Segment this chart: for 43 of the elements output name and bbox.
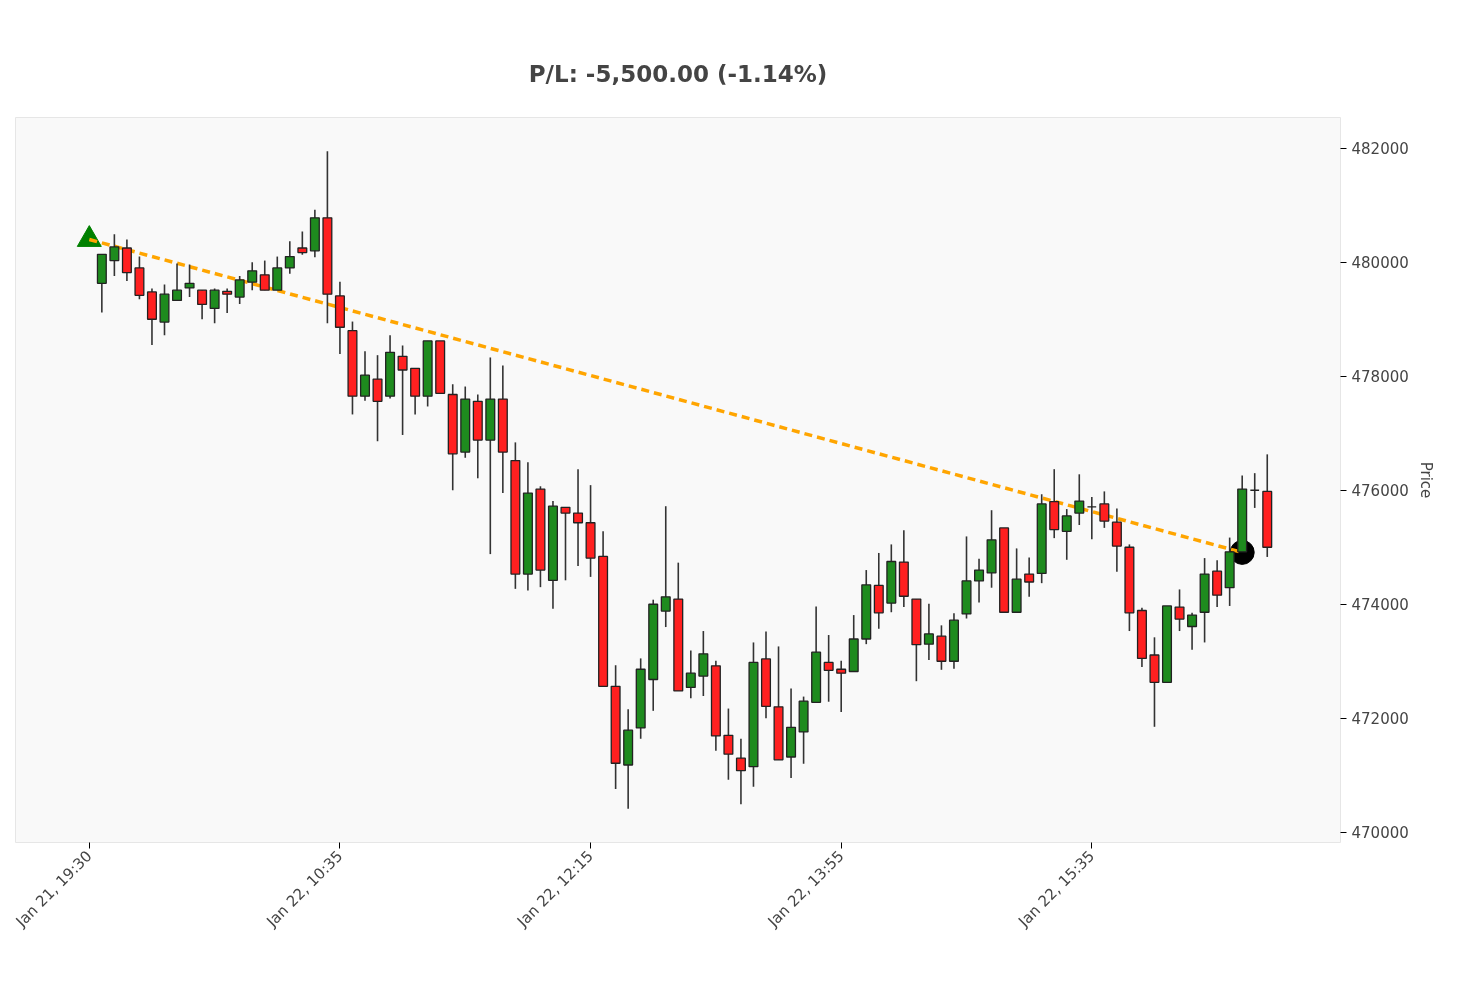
y-tick-label: 470000 [1351, 824, 1409, 843]
candlestick [184, 263, 195, 298]
candlestick [297, 230, 308, 256]
y-tick-label: 474000 [1351, 596, 1409, 615]
candlestick [1111, 507, 1122, 573]
candlestick [234, 275, 245, 305]
candlestick [1024, 556, 1035, 598]
candlestick [372, 354, 383, 443]
candlestick [723, 707, 734, 781]
candlestick [359, 350, 371, 402]
candlestick [284, 240, 295, 275]
candlestick [197, 289, 208, 321]
y-tick-label: 482000 [1351, 140, 1409, 159]
candlestick [259, 259, 270, 291]
candlestick [974, 557, 985, 604]
y-tick-label: 478000 [1351, 368, 1409, 387]
y-tick-label: 480000 [1351, 254, 1409, 273]
y-axis-title: Price [1416, 461, 1435, 499]
candlestick [836, 659, 847, 713]
candlestick [560, 506, 571, 582]
candlestick [1061, 508, 1072, 561]
candlestick [272, 255, 283, 291]
candlestick [660, 505, 671, 628]
candlestick [698, 630, 709, 697]
candlestick [735, 737, 746, 806]
candlestick [222, 287, 233, 314]
candlestick [573, 468, 584, 567]
candlestick [923, 602, 934, 661]
candlestick [109, 233, 120, 277]
y-tick-label: 472000 [1351, 710, 1409, 729]
candlestick [1074, 473, 1085, 526]
candlestick [1099, 490, 1110, 529]
candlestick [1212, 559, 1223, 608]
candlestick [209, 287, 220, 325]
candlestick [247, 261, 258, 291]
candlestick [1187, 612, 1198, 651]
chart-title: P/L: -5,500.00 (-1.14%) [528, 60, 828, 87]
y-tick-label: 476000 [1351, 482, 1409, 501]
candlestick [171, 262, 183, 302]
candlestick [685, 649, 696, 700]
candlestick [823, 634, 834, 703]
candlestick [1174, 588, 1185, 632]
candlestick [397, 344, 408, 436]
